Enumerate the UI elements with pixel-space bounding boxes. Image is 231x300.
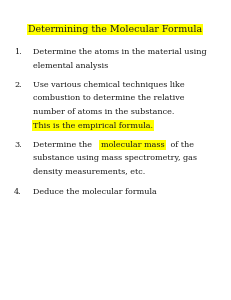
Text: of the: of the — [168, 141, 194, 149]
Text: substance using mass spectrometry, gas: substance using mass spectrometry, gas — [33, 154, 197, 163]
Text: 3.: 3. — [14, 141, 22, 149]
Text: elemental analysis: elemental analysis — [33, 61, 108, 70]
Text: This is the empirical formula.: This is the empirical formula. — [33, 122, 153, 130]
Text: Determine the: Determine the — [33, 141, 94, 149]
Text: Deduce the molecular formula: Deduce the molecular formula — [33, 188, 157, 196]
Text: 4.: 4. — [14, 188, 22, 196]
Text: 1.: 1. — [14, 48, 22, 56]
Text: combustion to determine the relative: combustion to determine the relative — [33, 94, 185, 103]
Text: molecular mass: molecular mass — [101, 141, 164, 149]
Text: Determine the atoms in the material using: Determine the atoms in the material usin… — [33, 48, 207, 56]
Text: Determining the Molecular Formula: Determining the Molecular Formula — [28, 25, 202, 34]
Text: 2.: 2. — [14, 81, 22, 89]
Text: number of atoms in the substance.: number of atoms in the substance. — [33, 108, 174, 116]
Text: density measurements, etc.: density measurements, etc. — [33, 168, 145, 176]
Text: Use various chemical techniques like: Use various chemical techniques like — [33, 81, 185, 89]
